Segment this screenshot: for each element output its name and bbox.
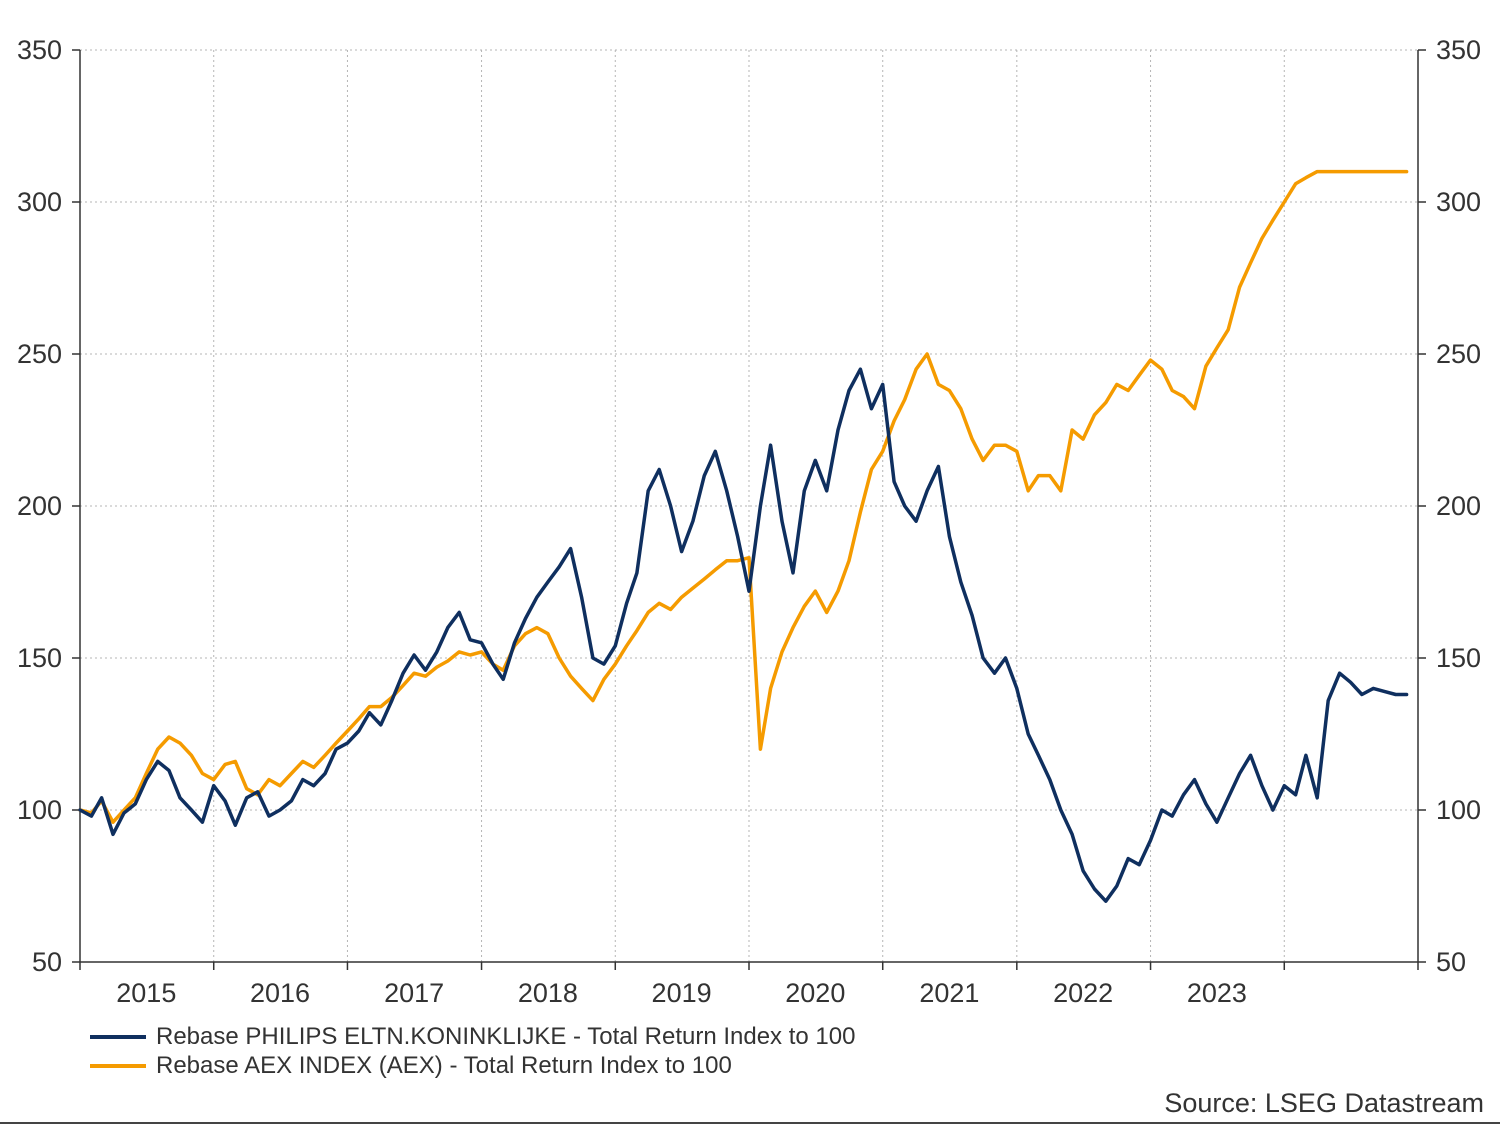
- source-note: Source: LSEG Datastream: [1164, 1088, 1484, 1118]
- legend-item-philips: Rebase PHILIPS ELTN.KONINKLIJKE - Total …: [90, 1022, 855, 1051]
- y-tick-label-left: 300: [17, 187, 62, 217]
- x-tick-label: 2021: [919, 978, 979, 1008]
- y-tick-label-right: 250: [1436, 339, 1481, 369]
- y-axis-right-tick-labels: 50 100 150 200 250 300 350: [1436, 35, 1481, 977]
- legend-item-aex: Rebase AEX INDEX (AEX) - Total Return In…: [90, 1051, 855, 1080]
- y-tick-label-right: 300: [1436, 187, 1481, 217]
- series-lines: [78, 169, 1409, 903]
- legend-label-aex: Rebase AEX INDEX (AEX) - Total Return In…: [156, 1051, 732, 1079]
- x-tick-label: 2016: [250, 978, 310, 1008]
- y-tick-label-right: 50: [1436, 947, 1466, 977]
- x-tick-label: 2022: [1053, 978, 1113, 1008]
- legend-swatch-philips: [90, 1034, 146, 1039]
- line-chart: 50 100 150 200 250 300 350 50 100 150 200 250 300 35…: [17, 35, 1481, 1008]
- bottom-rule: [0, 1122, 1500, 1124]
- y-tick-label-left: 250: [17, 339, 62, 369]
- y-tick-label-right: 100: [1436, 795, 1481, 825]
- legend-swatch-aex: [90, 1063, 146, 1068]
- x-tick-label: 2017: [384, 978, 444, 1008]
- legend-label-philips: Rebase PHILIPS ELTN.KONINKLIJKE - Total …: [156, 1022, 856, 1050]
- x-tick-label: 2023: [1187, 978, 1247, 1008]
- y-axis-left-tick-labels: 50 100 150 200 250 300 350: [17, 35, 62, 977]
- y-tick-label-left: 150: [17, 643, 62, 673]
- x-tick-label: 2020: [785, 978, 845, 1008]
- x-axis-tick-labels: 2015 2016 2017 2018 2019 2020 2021 2022 2023: [116, 978, 1247, 1008]
- y-tick-label-left: 200: [17, 491, 62, 521]
- y-tick-label-right: 350: [1436, 35, 1481, 65]
- series-line-aex: [78, 169, 1409, 824]
- y-tick-label-right: 150: [1436, 643, 1481, 673]
- gridlines: [80, 49, 1418, 962]
- y-tick-label-left: 350: [17, 35, 62, 65]
- y-tick-label-right: 200: [1436, 491, 1481, 521]
- y-tick-label-left: 50: [32, 947, 62, 977]
- series-line-philips: [78, 367, 1409, 903]
- x-tick-label: 2015: [116, 978, 176, 1008]
- x-tick-label: 2018: [518, 978, 578, 1008]
- legend: Rebase PHILIPS ELTN.KONINKLIJKE - Total …: [90, 1022, 855, 1080]
- y-tick-label-left: 100: [17, 795, 62, 825]
- x-tick-label: 2019: [652, 978, 712, 1008]
